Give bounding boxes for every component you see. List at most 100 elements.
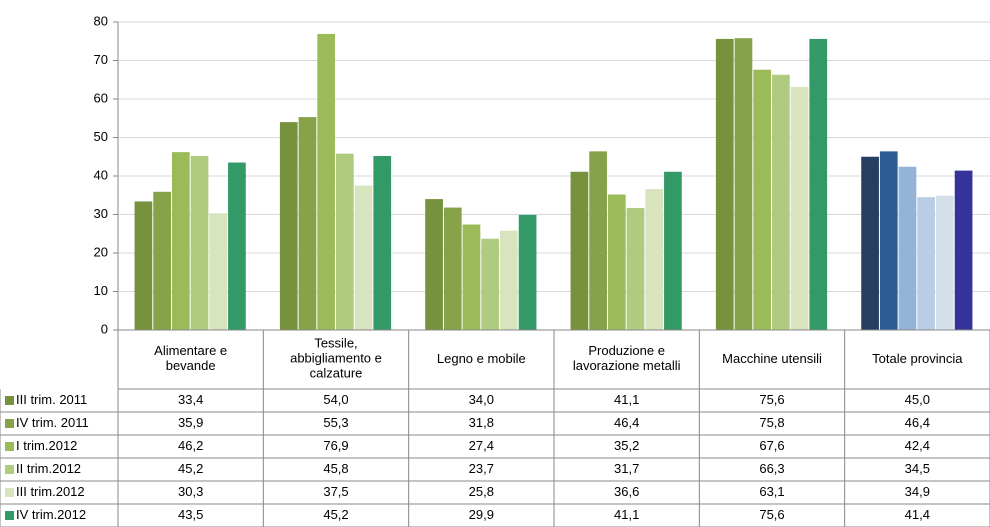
table-value: 35,9 [178,415,203,430]
table-value: 46,4 [905,415,930,430]
bar [209,213,228,330]
table-value: 42,4 [905,438,930,453]
legend-swatch [5,419,14,428]
table-value: 23,7 [469,461,494,476]
table-value: 41,1 [614,507,639,522]
table-value: 46,4 [614,415,639,430]
table-value: 45,8 [323,461,348,476]
table-value: 34,5 [905,461,930,476]
category-label: Alimentare e bevande [154,343,227,373]
bar [279,122,298,330]
table-value: 63,1 [759,484,784,499]
bar [171,152,190,330]
bar [425,199,443,330]
table-value: 25,8 [469,484,494,499]
legend-label: III trim.2012 [16,484,85,499]
table-value: 29,9 [469,507,494,522]
table-value: 30,3 [178,484,203,499]
table-value: 27,4 [469,438,494,453]
table-value: 43,5 [178,507,203,522]
bar [373,155,392,330]
legend-label: III trim. 2011 [16,392,87,407]
bar [664,171,682,330]
table-value: 36,6 [614,484,639,499]
table-value: 66,3 [759,461,784,476]
table-value: 37,5 [323,484,348,499]
table-value: 41,1 [614,392,639,407]
table-value: 41,4 [905,507,930,522]
bar [443,207,462,330]
table-value: 33,4 [178,392,203,407]
bar [354,185,373,330]
bar [809,38,828,330]
bar [861,156,879,330]
y-tick-label: 60 [94,90,108,105]
y-tick-label: 80 [94,13,108,28]
bar [589,151,607,330]
bar [715,38,734,330]
bar [134,201,153,330]
y-tick-label: 30 [94,206,108,221]
bar [954,170,973,330]
category-label: Legno e mobile [437,351,526,366]
bar [879,151,898,330]
bar [153,191,171,330]
table-value: 55,3 [323,415,348,430]
legend-label: II trim.2012 [16,461,81,476]
bar [734,38,753,331]
table-value: 34,0 [469,392,494,407]
table-value: 46,2 [178,438,203,453]
bar [607,194,626,330]
bar [500,230,518,330]
table-value: 76,9 [323,438,348,453]
bar [190,155,209,330]
legend-label: IV trim. 2011 [16,415,89,430]
y-tick-label: 10 [94,283,108,298]
category-label: Totale provincia [872,351,963,366]
legend-swatch [5,511,14,520]
bar [753,69,771,331]
table-value: 45,0 [905,392,930,407]
y-tick-label: 70 [94,52,108,67]
bar [462,224,481,330]
table-value: 34,9 [905,484,930,499]
bar [336,153,354,330]
bar [917,197,936,330]
bar [228,162,246,330]
table-value: 67,6 [759,438,784,453]
bar [936,195,954,330]
legend-label: IV trim.2012 [16,507,86,522]
legend-swatch [5,488,14,497]
table-value: 45,2 [178,461,203,476]
table-value: 31,8 [469,415,494,430]
category-label: Macchine utensili [722,351,822,366]
bar [298,117,317,330]
bar [317,33,335,331]
category-label: Produzione e lavorazione metalli [573,343,681,373]
bar [626,207,645,330]
y-tick-label: 0 [101,321,108,336]
bar [898,166,917,330]
table-value: 75,6 [759,507,784,522]
table-value: 31,7 [614,461,639,476]
bar [570,171,589,330]
bar [645,189,664,330]
y-tick-label: 40 [94,167,108,182]
category-label: Tessile, abbigliamento e calzature [290,336,382,381]
table-value: 54,0 [323,392,348,407]
legend-label: I trim.2012 [16,438,77,453]
legend-swatch [5,442,14,451]
table-value: 75,8 [759,415,784,430]
y-tick-label: 20 [94,244,108,259]
table-value: 35,2 [614,438,639,453]
table-value: 45,2 [323,507,348,522]
y-tick-label: 50 [94,129,108,144]
bar [481,238,500,330]
bar [772,74,790,331]
bar [790,87,809,330]
legend-swatch [5,396,14,405]
table-value: 75,6 [759,392,784,407]
bar [518,214,537,330]
legend-swatch [5,465,14,474]
